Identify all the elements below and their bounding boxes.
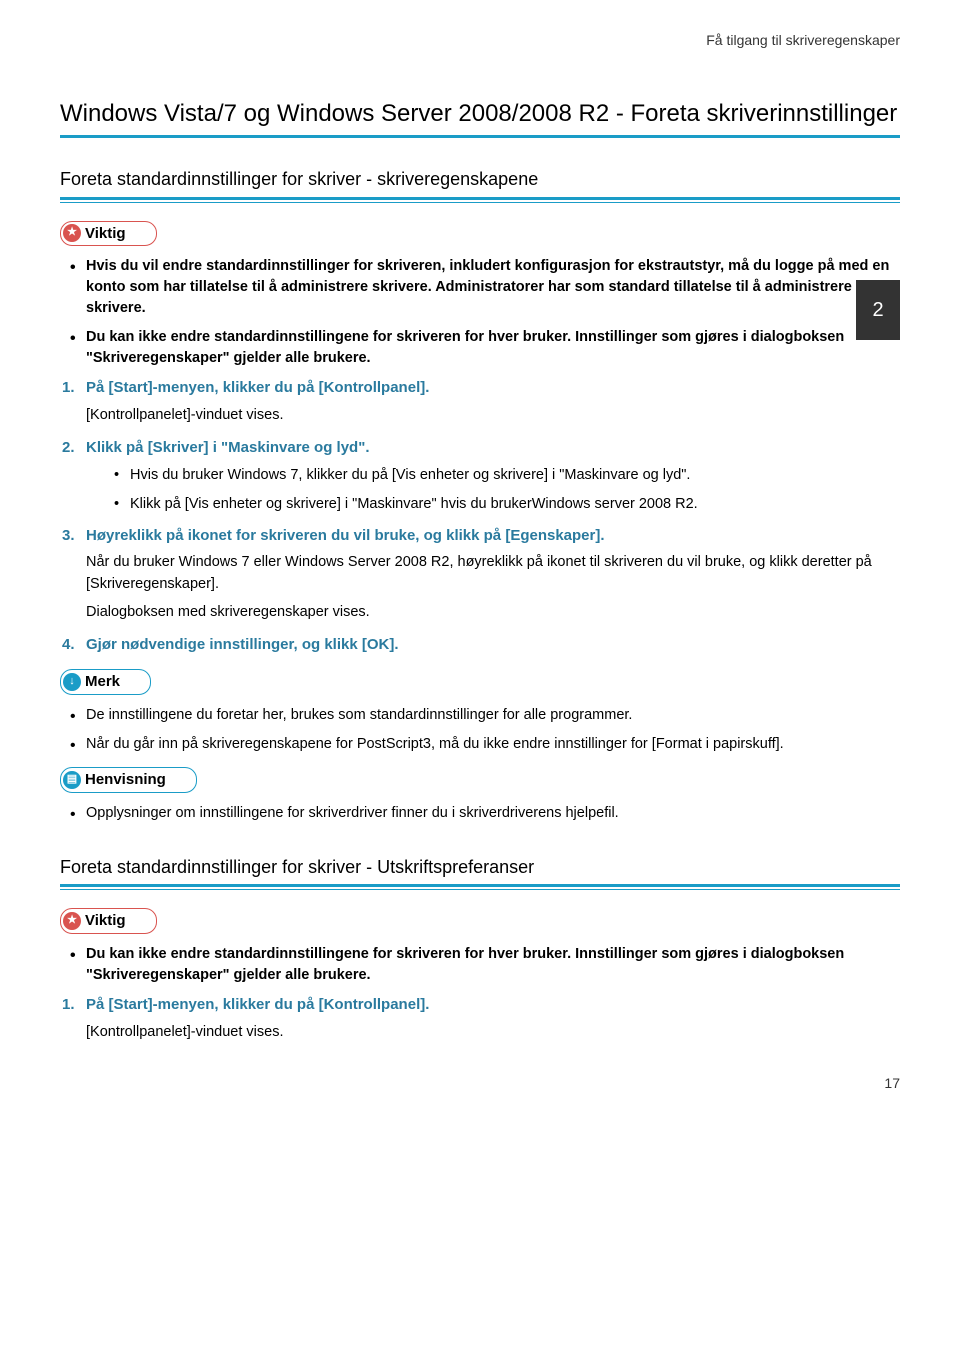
viktig2-label: Viktig bbox=[85, 910, 140, 932]
section2-heading: Foreta standardinnstillinger for skriver… bbox=[60, 854, 900, 880]
step-body: [Kontrollpanelet]-vinduet vises. bbox=[86, 405, 900, 427]
section2-steps: På [Start]-menyen, klikker du på [Kontro… bbox=[60, 994, 900, 1044]
page-header-breadcrumb: Få tilgang til skriveregenskaper bbox=[60, 30, 900, 50]
heading-underline bbox=[60, 135, 900, 138]
merk-label: Merk bbox=[85, 671, 134, 693]
step-title: Høyreklikk på ikonet for skriveren du vi… bbox=[86, 525, 900, 547]
step: Klikk på [Skriver] i "Maskinvare og lyd"… bbox=[60, 437, 900, 515]
step-title: Gjør nødvendige innstillinger, og klikk … bbox=[86, 634, 900, 656]
step: Høyreklikk på ikonet for skriveren du vi… bbox=[60, 525, 900, 624]
viktig-label: Viktig bbox=[85, 223, 140, 245]
merk-callout: ↓ Merk bbox=[60, 669, 151, 695]
henvisning-bullet: Opplysninger om innstillingene for skriv… bbox=[86, 803, 900, 824]
step-sub-bullets: Hvis du bruker Windows 7, klikker du på … bbox=[86, 465, 900, 515]
henvisning-label: Henvisning bbox=[85, 769, 180, 791]
book-icon: ▤ bbox=[63, 771, 81, 789]
sub-bullet: Klikk på [Vis enheter og skrivere] i "Ma… bbox=[130, 494, 900, 515]
viktig2-bullets: Du kan ikke endre standardinnstillingene… bbox=[60, 944, 900, 986]
page-number: 17 bbox=[60, 1073, 900, 1093]
viktig-bullet: Du kan ikke endre standardinnstillingene… bbox=[86, 327, 900, 369]
step-body: [Kontrollpanelet]-vinduet vises. bbox=[86, 1022, 900, 1044]
step-title: På [Start]-menyen, klikker du på [Kontro… bbox=[86, 994, 900, 1016]
main-heading: Windows Vista/7 og Windows Server 2008/2… bbox=[60, 98, 900, 129]
viktig-bullets: Hvis du vil endre standardinnstillinger … bbox=[60, 256, 900, 369]
step-title: Klikk på [Skriver] i "Maskinvare og lyd"… bbox=[86, 437, 900, 459]
step: Gjør nødvendige innstillinger, og klikk … bbox=[60, 634, 900, 656]
merk-bullets: De innstillingene du foretar her, brukes… bbox=[60, 705, 900, 755]
section1-steps: På [Start]-menyen, klikker du på [Kontro… bbox=[60, 377, 900, 655]
star-icon: ★ bbox=[63, 224, 81, 242]
viktig-bullet: Du kan ikke endre standardinnstillingene… bbox=[86, 944, 900, 986]
sub-bullet: Hvis du bruker Windows 7, klikker du på … bbox=[130, 465, 900, 486]
merk-bullet: Når du går inn på skriveregenskapene for… bbox=[86, 734, 900, 755]
step-body: Dialogboksen med skriveregenskaper vises… bbox=[86, 602, 900, 624]
step-body: Når du bruker Windows 7 eller Windows Se… bbox=[86, 552, 900, 596]
section1-underline bbox=[60, 197, 900, 203]
step-title: På [Start]-menyen, klikker du på [Kontro… bbox=[86, 377, 900, 399]
step: På [Start]-menyen, klikker du på [Kontro… bbox=[60, 377, 900, 427]
viktig-callout: ★ Viktig bbox=[60, 221, 157, 247]
henvisning-callout: ▤ Henvisning bbox=[60, 767, 197, 793]
step: På [Start]-menyen, klikker du på [Kontro… bbox=[60, 994, 900, 1044]
section1-heading: Foreta standardinnstillinger for skriver… bbox=[60, 166, 900, 192]
section2-underline bbox=[60, 884, 900, 890]
merk-bullet: De innstillingene du foretar her, brukes… bbox=[86, 705, 900, 726]
viktig2-callout: ★ Viktig bbox=[60, 908, 157, 934]
star-icon: ★ bbox=[63, 912, 81, 930]
henvisning-bullets: Opplysninger om innstillingene for skriv… bbox=[60, 803, 900, 824]
viktig-bullet: Hvis du vil endre standardinnstillinger … bbox=[86, 256, 900, 319]
arrow-down-icon: ↓ bbox=[63, 673, 81, 691]
